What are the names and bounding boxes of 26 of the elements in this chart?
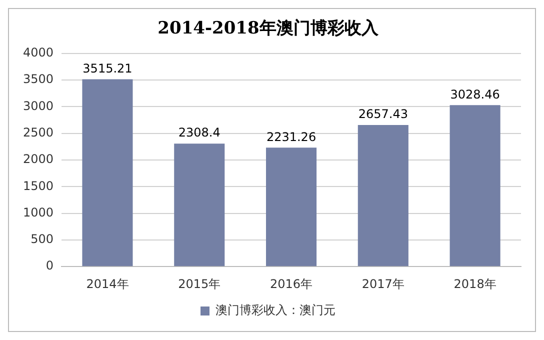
chart-title: 2014-2018年澳门博彩收入 — [158, 18, 380, 39]
y-tick-label: 4000 — [22, 46, 54, 60]
bar — [266, 148, 317, 266]
x-tick-label: 2016年 — [270, 276, 313, 291]
data-label: 3028.46 — [450, 87, 500, 102]
x-tick-label: 2015年 — [178, 276, 221, 291]
y-tick-label: 3500 — [22, 72, 54, 86]
data-label: 3515.21 — [82, 61, 132, 76]
x-tick-label: 2018年 — [454, 276, 496, 291]
y-tick-label: 500 — [30, 232, 54, 246]
y-tick-label: 0 — [46, 258, 54, 273]
legend-label: 澳门博彩收入：澳门元 — [216, 303, 336, 318]
data-label: 2657.43 — [358, 107, 408, 122]
bar — [450, 105, 500, 266]
y-tick-label: 2000 — [22, 152, 54, 166]
bar — [174, 144, 225, 266]
y-tick-label: 2500 — [22, 125, 54, 140]
data-label: 2231.26 — [266, 130, 316, 144]
x-tick-label: 2017年 — [362, 276, 404, 291]
y-tick-label: 1000 — [22, 205, 54, 220]
bar — [358, 124, 408, 266]
bar — [82, 79, 133, 266]
data-label: 2308.4 — [178, 126, 220, 140]
x-tick-label: 2014年 — [86, 276, 129, 291]
y-tick-label: 3000 — [22, 98, 54, 113]
y-tick-label: 1500 — [22, 178, 54, 193]
